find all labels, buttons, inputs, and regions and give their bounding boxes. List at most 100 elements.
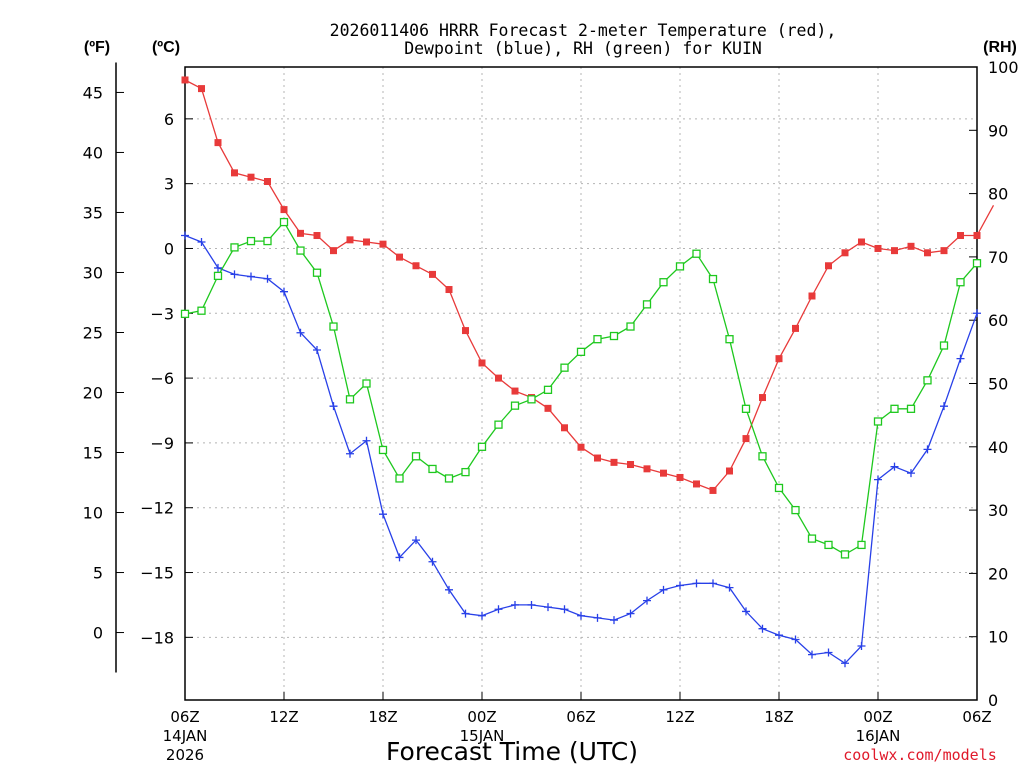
dewpoint-point (197, 237, 206, 246)
temperature-point (346, 236, 354, 244)
temperature-point (627, 461, 634, 469)
rh-point (197, 306, 206, 315)
rh-point (263, 236, 272, 246)
source-credit: coolwx.com/models (843, 746, 997, 764)
temperature-point (181, 76, 189, 84)
fahrenheit-tick-label: 40 (83, 143, 103, 162)
rh-point (824, 540, 833, 550)
dewpoint-point (593, 613, 602, 622)
axes (115, 62, 978, 701)
temperature-point (429, 270, 436, 278)
x-tick-time-label: 06Z (566, 708, 595, 726)
temperature-point (841, 249, 849, 257)
dewpoint-point (511, 600, 519, 609)
celsius-tick-label: −15 (140, 564, 174, 583)
rh-point (642, 300, 652, 309)
x-tick-time-label: 12Z (665, 708, 694, 726)
fahrenheit-tick-label: 10 (83, 504, 103, 523)
celsius-tick-label: −6 (150, 369, 174, 388)
dewpoint-point (709, 579, 717, 588)
rh-point (543, 385, 553, 394)
dewpoint-point (478, 611, 486, 620)
rh-point (345, 395, 355, 404)
dewpoint-point (577, 611, 585, 620)
x-tick-time-label: 06Z (170, 708, 199, 726)
temperature-point (247, 173, 255, 181)
tick-labels: 454035302520151050630−3−6−9−12−15−181009… (83, 58, 1019, 764)
dewpoint-point (676, 581, 684, 590)
rh-point (593, 335, 602, 344)
series-filled-square (181, 76, 995, 494)
temperature-point (280, 206, 288, 214)
celsius-tick-label: 6 (164, 110, 174, 129)
dewpoint-point (280, 287, 288, 296)
x-tick-date-label: 16JAN (856, 727, 901, 745)
temperature-point (858, 238, 865, 246)
rh-point (312, 268, 322, 277)
fahrenheit-tick-label: 0 (93, 624, 103, 643)
temperature-point (742, 435, 750, 443)
rh-point (230, 243, 239, 252)
temperature-point (478, 359, 486, 367)
dewpoint-point (940, 402, 948, 411)
rh-point (246, 236, 256, 246)
dewpoint-point (395, 553, 404, 562)
dewpoint-point (907, 469, 915, 478)
temperature-point (676, 473, 684, 481)
fahrenheit-tick-label: 35 (83, 203, 103, 222)
series-plus (181, 231, 981, 668)
dewpoint-point (445, 585, 453, 594)
celsius-unit-label: (ºC) (152, 39, 180, 56)
fahrenheit-tick-label: 30 (83, 263, 103, 282)
fahrenheit-tick-label: 25 (83, 323, 103, 342)
x-tick-time-label: 00Z (467, 708, 496, 726)
rh-point (395, 474, 404, 483)
rh-point (708, 274, 718, 284)
dewpoint-point (247, 272, 255, 281)
rh-point (576, 347, 586, 357)
celsius-tick-label: 3 (164, 175, 174, 194)
dewpoint-point (296, 328, 305, 337)
temperature-point (544, 404, 552, 412)
rh-tick-label: 40 (988, 438, 1008, 457)
temperature-point (198, 85, 205, 93)
temperature-point (709, 486, 717, 494)
dewpoint-point (610, 616, 618, 625)
temperature-point (396, 253, 403, 261)
rh-point (857, 540, 866, 550)
dewpoint-point (791, 635, 800, 644)
dewpoint-point (841, 659, 849, 668)
temperature-point (363, 238, 370, 246)
temperature-point (693, 480, 700, 488)
rh-point (758, 452, 767, 461)
temperature-point (825, 262, 832, 270)
data-series (180, 76, 995, 668)
dewpoint-point (412, 536, 420, 545)
rh-point (527, 395, 536, 404)
temperature-point (379, 240, 387, 248)
temperature-point (643, 465, 651, 473)
celsius-tick-label: −18 (140, 628, 174, 647)
dewpoint-point (527, 600, 536, 609)
rh-point (923, 376, 932, 385)
rh-tick-label: 50 (988, 375, 1008, 394)
x-tick-time-label: 18Z (368, 708, 397, 726)
x-tick-date-label: 15JAN (460, 727, 505, 745)
dewpoint-point (923, 445, 932, 454)
dewpoint-point (461, 609, 470, 618)
fahrenheit-tick-label: 20 (83, 384, 103, 403)
dewpoint-point (346, 449, 354, 458)
rh-point (279, 217, 289, 227)
dewpoint-point (742, 607, 750, 616)
temperature-point (957, 232, 964, 240)
dewpoint-point (428, 557, 437, 566)
rh-point (972, 259, 982, 268)
rh-point (180, 309, 190, 319)
rh-point (296, 246, 305, 255)
rh-tick-label: 100 (988, 58, 1019, 77)
rh-point (609, 331, 619, 341)
dewpoint-point (544, 603, 552, 612)
temperature-point (561, 424, 568, 432)
temperature-point (594, 454, 601, 462)
